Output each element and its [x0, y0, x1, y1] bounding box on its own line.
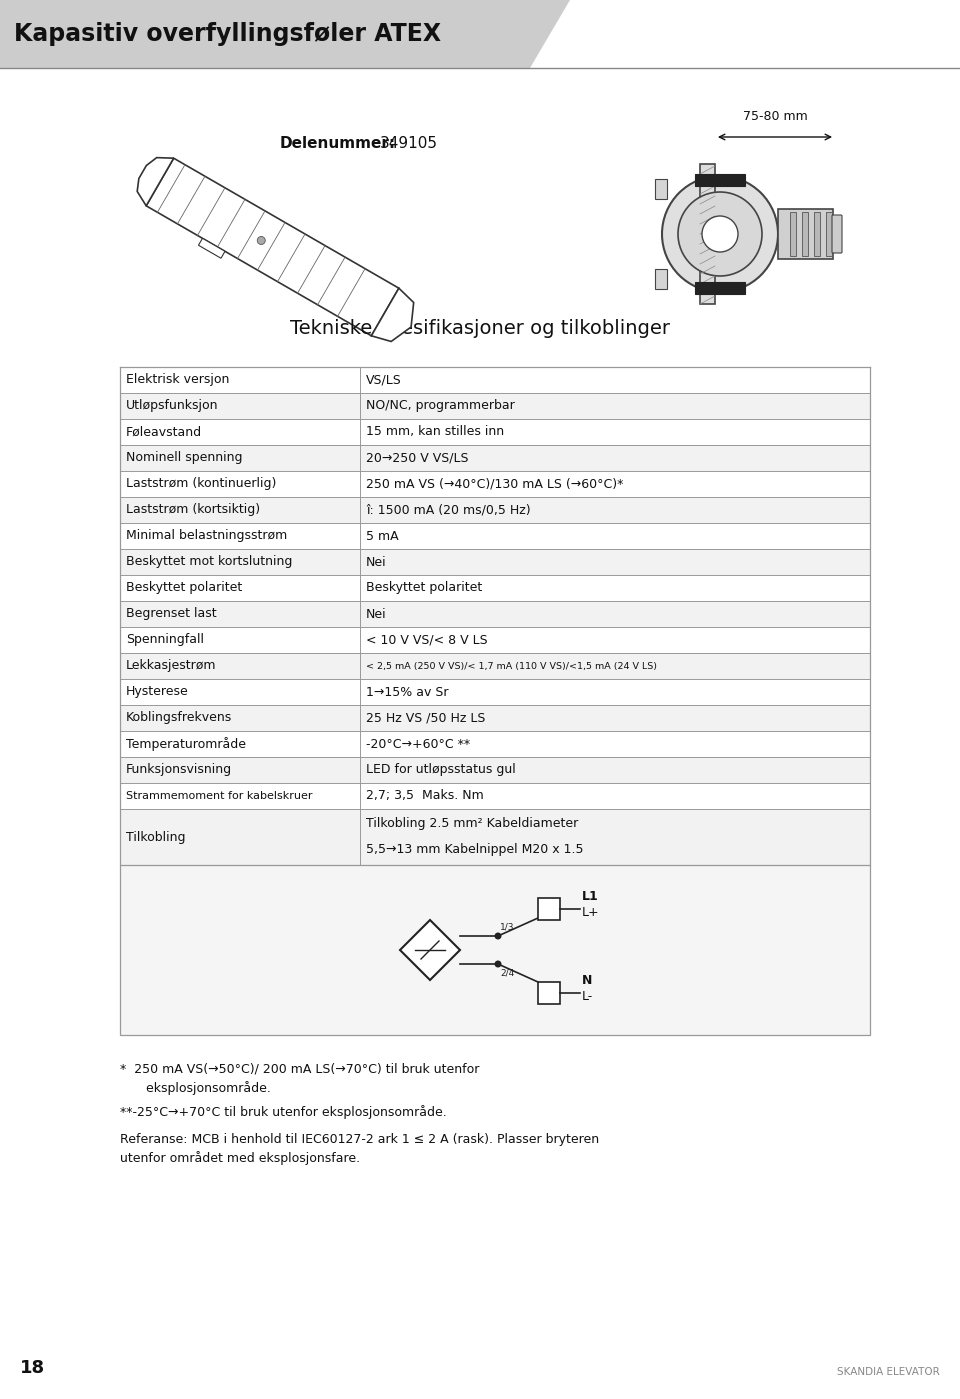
FancyBboxPatch shape	[826, 213, 832, 256]
Text: *  250 mA VS(→50°C)/ 200 mA LS(→70°C) til bruk utenfor: * 250 mA VS(→50°C)/ 200 mA LS(→70°C) til…	[120, 1063, 479, 1076]
FancyBboxPatch shape	[120, 575, 870, 602]
Text: 75-80 mm: 75-80 mm	[743, 111, 807, 123]
Circle shape	[678, 192, 762, 276]
FancyBboxPatch shape	[120, 523, 870, 548]
Text: Nominell spenning: Nominell spenning	[126, 452, 243, 464]
FancyBboxPatch shape	[120, 783, 870, 809]
Text: Tekniske spesifikasjoner og tilkoblinger: Tekniske spesifikasjoner og tilkoblinger	[290, 319, 670, 339]
FancyBboxPatch shape	[655, 269, 667, 290]
FancyBboxPatch shape	[655, 179, 667, 199]
FancyBboxPatch shape	[538, 898, 560, 921]
Text: Beskyttet polaritet: Beskyttet polaritet	[366, 582, 482, 595]
Polygon shape	[372, 288, 414, 341]
Text: Utløpsfunksjon: Utløpsfunksjon	[126, 400, 219, 413]
Text: Strammemoment for kabelskruer: Strammemoment for kabelskruer	[126, 790, 313, 802]
FancyBboxPatch shape	[700, 164, 715, 304]
Text: Koblingsfrekvens: Koblingsfrekvens	[126, 712, 232, 725]
Text: -20°C→+60°C **: -20°C→+60°C **	[366, 737, 470, 750]
Text: Begrenset last: Begrenset last	[126, 607, 217, 621]
Text: Lekkasjestrøm: Lekkasjestrøm	[126, 659, 217, 673]
FancyBboxPatch shape	[538, 982, 560, 1004]
Text: Nei: Nei	[366, 607, 387, 621]
Text: Elektrisk versjon: Elektrisk versjon	[126, 374, 229, 386]
Text: < 2,5 mA (250 V VS)/< 1,7 mA (110 V VS)/<1,5 mA (24 V LS): < 2,5 mA (250 V VS)/< 1,7 mA (110 V VS)/…	[366, 662, 657, 670]
FancyBboxPatch shape	[814, 213, 820, 256]
Text: NO/NC, programmerbar: NO/NC, programmerbar	[366, 400, 515, 413]
FancyBboxPatch shape	[120, 809, 870, 865]
Circle shape	[662, 176, 778, 292]
Text: VS/LS: VS/LS	[366, 374, 401, 386]
Text: Beskyttet polaritet: Beskyttet polaritet	[126, 582, 242, 595]
Text: LED for utløpsstatus gul: LED for utløpsstatus gul	[366, 764, 516, 776]
FancyBboxPatch shape	[120, 705, 870, 732]
Polygon shape	[146, 158, 398, 336]
Text: < 10 V VS/< 8 V LS: < 10 V VS/< 8 V LS	[366, 634, 488, 646]
FancyBboxPatch shape	[120, 653, 870, 679]
Text: 25 Hz VS /50 Hz LS: 25 Hz VS /50 Hz LS	[366, 712, 486, 725]
Text: 1/3: 1/3	[500, 923, 515, 932]
FancyBboxPatch shape	[120, 497, 870, 523]
Text: 20→250 V VS/LS: 20→250 V VS/LS	[366, 452, 468, 464]
Polygon shape	[137, 158, 174, 206]
Text: Funksjonsvisning: Funksjonsvisning	[126, 764, 232, 776]
Text: 5,5→13 mm Kabelnippel M20 x 1.5: 5,5→13 mm Kabelnippel M20 x 1.5	[366, 844, 584, 856]
FancyBboxPatch shape	[120, 732, 870, 757]
Text: 250 mA VS (→40°C)/130 mA LS (→60°C)*: 250 mA VS (→40°C)/130 mA LS (→60°C)*	[366, 477, 623, 491]
Circle shape	[494, 933, 501, 940]
FancyBboxPatch shape	[120, 548, 870, 575]
Text: L+: L+	[582, 907, 600, 919]
Text: eksplosjonsområde.: eksplosjonsområde.	[134, 1081, 271, 1095]
Text: 1→15% av Sr: 1→15% av Sr	[366, 686, 448, 698]
FancyBboxPatch shape	[120, 627, 870, 653]
Text: Delenummer:: Delenummer:	[280, 136, 396, 151]
FancyBboxPatch shape	[120, 602, 870, 627]
Text: L1: L1	[582, 890, 599, 902]
Text: L-: L-	[582, 990, 593, 1003]
FancyBboxPatch shape	[120, 865, 870, 1035]
FancyBboxPatch shape	[790, 213, 796, 256]
Text: 2/4: 2/4	[500, 968, 515, 977]
FancyBboxPatch shape	[695, 283, 745, 294]
Circle shape	[494, 961, 501, 968]
Text: 2,7; 3,5  Maks. Nm: 2,7; 3,5 Maks. Nm	[366, 789, 484, 803]
Text: Spenningfall: Spenningfall	[126, 634, 204, 646]
Polygon shape	[199, 238, 225, 259]
Text: Tilkobling 2.5 mm² Kabeldiameter: Tilkobling 2.5 mm² Kabeldiameter	[366, 817, 578, 831]
Text: Minimal belastningsstrøm: Minimal belastningsstrøm	[126, 529, 287, 543]
FancyBboxPatch shape	[802, 213, 808, 256]
Text: **-25°C→+70°C til bruk utenfor eksplosjonsområde.: **-25°C→+70°C til bruk utenfor eksplosjo…	[120, 1105, 446, 1119]
Text: Føleavstand: Føleavstand	[126, 425, 203, 438]
Text: Referanse: MCB i henhold til IEC60127-2 ark 1 ≤ 2 A (rask). Plasser bryteren: Referanse: MCB i henhold til IEC60127-2 …	[120, 1133, 599, 1146]
FancyBboxPatch shape	[120, 679, 870, 705]
Text: Tilkobling: Tilkobling	[126, 831, 185, 844]
FancyBboxPatch shape	[120, 757, 870, 783]
FancyBboxPatch shape	[120, 418, 870, 445]
FancyBboxPatch shape	[120, 393, 870, 418]
Circle shape	[257, 236, 265, 245]
Text: Laststrøm (kontinuerlig): Laststrøm (kontinuerlig)	[126, 477, 276, 491]
FancyBboxPatch shape	[120, 471, 870, 497]
Text: 5 mA: 5 mA	[366, 529, 398, 543]
FancyBboxPatch shape	[832, 215, 842, 253]
Text: 18: 18	[20, 1358, 45, 1377]
Text: N: N	[582, 974, 592, 986]
Text: 349105: 349105	[380, 136, 438, 151]
Text: 15 mm, kan stilles inn: 15 mm, kan stilles inn	[366, 425, 504, 438]
Circle shape	[702, 215, 738, 252]
Text: Hysterese: Hysterese	[126, 686, 189, 698]
FancyBboxPatch shape	[778, 208, 833, 259]
Text: utenfor området med eksplosjonsfare.: utenfor området med eksplosjonsfare.	[120, 1151, 360, 1165]
Polygon shape	[0, 0, 570, 69]
Text: SKANDIA ELEVATOR: SKANDIA ELEVATOR	[837, 1367, 940, 1377]
Text: Kapasitiv overfyllingsføler ATEX: Kapasitiv overfyllingsføler ATEX	[14, 22, 442, 46]
Text: Beskyttet mot kortslutning: Beskyttet mot kortslutning	[126, 555, 293, 568]
FancyBboxPatch shape	[120, 367, 870, 393]
Text: Temperaturområde: Temperaturområde	[126, 737, 246, 751]
Text: Laststrøm (kortsiktig): Laststrøm (kortsiktig)	[126, 504, 260, 516]
FancyBboxPatch shape	[695, 173, 745, 186]
Text: Nei: Nei	[366, 555, 387, 568]
FancyBboxPatch shape	[120, 445, 870, 471]
Polygon shape	[400, 921, 460, 981]
Text: î: 1500 mA (20 ms/0,5 Hz): î: 1500 mA (20 ms/0,5 Hz)	[366, 504, 531, 516]
